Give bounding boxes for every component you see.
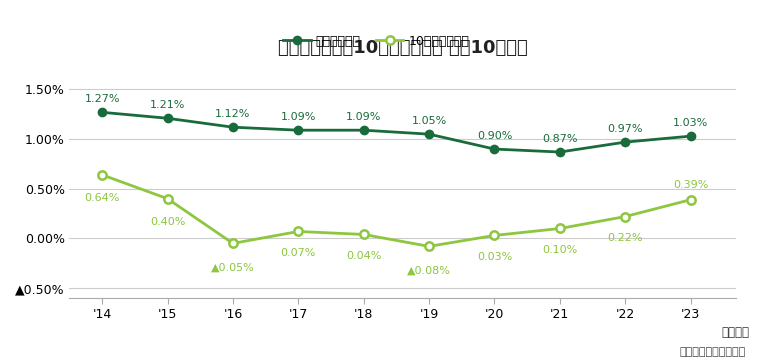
- 推定調達金利: [555, 150, 564, 154]
- 10年国債利回り: [98, 173, 107, 177]
- Legend: 推定調達金利, 10年国債利回り: 推定調達金利, 10年国債利回り: [283, 35, 469, 48]
- Text: 1.05%: 1.05%: [411, 116, 447, 126]
- 10年国債利回り: [621, 214, 630, 219]
- 10年国債利回り: [686, 197, 695, 202]
- 推定調達金利: [424, 132, 434, 136]
- Line: 10年国債利回り: 10年国債利回り: [98, 171, 694, 251]
- Text: 0.10%: 0.10%: [542, 245, 578, 255]
- Text: 0.87%: 0.87%: [542, 134, 578, 144]
- Text: 0.22%: 0.22%: [608, 233, 643, 243]
- 推定調達金利: [359, 128, 368, 132]
- Text: 0.90%: 0.90%: [477, 131, 512, 141]
- Line: 推定調達金利: 推定調達金利: [98, 108, 694, 156]
- Text: 東京商工リサーチ調べ: 東京商工リサーチ調べ: [680, 347, 746, 357]
- Text: 0.07%: 0.07%: [281, 248, 316, 258]
- Text: 0.97%: 0.97%: [608, 124, 643, 134]
- Text: ▲0.05%: ▲0.05%: [211, 263, 255, 273]
- 10年国債利回り: [228, 241, 238, 245]
- 推定調達金利: [228, 125, 238, 129]
- Text: 0.40%: 0.40%: [150, 217, 185, 227]
- 推定調達金利: [621, 140, 630, 144]
- Text: 0.64%: 0.64%: [85, 193, 120, 203]
- 推定調達金利: [490, 147, 499, 151]
- 推定調達金利: [686, 134, 695, 138]
- Text: 1.21%: 1.21%: [150, 100, 185, 110]
- Text: 1.27%: 1.27%: [85, 94, 120, 104]
- Text: 0.04%: 0.04%: [346, 251, 381, 261]
- 10年国債利回り: [163, 196, 172, 201]
- Text: 0.03%: 0.03%: [477, 252, 512, 262]
- 推定調達金利: [294, 128, 303, 132]
- Title: 推定調達金利と10年国債利回り 過去10年推移: 推定調達金利と10年国債利回り 過去10年推移: [278, 39, 528, 57]
- Text: （年度）: （年度）: [721, 326, 749, 339]
- 10年国債利回り: [490, 233, 499, 238]
- Text: 0.39%: 0.39%: [673, 180, 708, 190]
- Text: 1.09%: 1.09%: [281, 112, 316, 122]
- Text: ▲0.08%: ▲0.08%: [407, 266, 451, 276]
- 推定調達金利: [163, 116, 172, 121]
- Text: 1.12%: 1.12%: [215, 109, 251, 119]
- Text: 1.03%: 1.03%: [673, 118, 708, 128]
- 10年国債利回り: [555, 226, 564, 231]
- 10年国債利回り: [424, 244, 434, 248]
- 10年国債利回り: [294, 229, 303, 234]
- Text: 1.09%: 1.09%: [346, 112, 381, 122]
- 推定調達金利: [98, 110, 107, 114]
- 10年国債利回り: [359, 232, 368, 236]
